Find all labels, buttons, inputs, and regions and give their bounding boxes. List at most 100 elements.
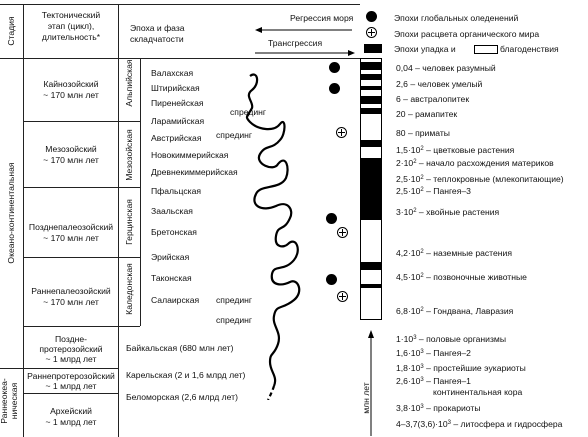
cycle-duration: ~ 1 млрд лет bbox=[45, 381, 97, 391]
decline-band bbox=[360, 86, 382, 90]
legend-flourish: Эпохи расцвета органического мира bbox=[394, 29, 540, 39]
group-column-border bbox=[140, 58, 141, 326]
event-exponent: 3 bbox=[420, 349, 424, 355]
phase-label: Пиренейская bbox=[151, 98, 204, 108]
stage-header: Стадия bbox=[6, 16, 16, 46]
event-row: 1,6·103 – Пангея–2 bbox=[396, 348, 471, 358]
decline-band bbox=[360, 96, 382, 104]
tectonic-header-line2: этап (цикл), bbox=[47, 21, 95, 31]
event-exponent: 3 bbox=[420, 377, 424, 383]
event-text: континентальная кора bbox=[433, 387, 523, 397]
cycle-duration: ~ 170 млн лет bbox=[43, 233, 99, 243]
cycle-name: Архейский bbox=[50, 406, 92, 416]
decline-band bbox=[360, 74, 382, 80]
stage-column-border bbox=[23, 4, 24, 437]
decline-legend-icon bbox=[364, 44, 382, 53]
event-row: 4,2·102 – наземные растения bbox=[396, 248, 512, 258]
event-row: 2,6·103 – Пангея–1 bbox=[396, 376, 471, 386]
phase-label: Бретонская bbox=[151, 227, 197, 237]
event-text: – литосфера и гидросфера bbox=[450, 419, 563, 429]
glaciation-marker-icon bbox=[329, 83, 340, 94]
event-value: 6 bbox=[396, 94, 401, 104]
event-row: 2,5·102 – теплокровные (млекопитающие) bbox=[396, 174, 564, 184]
phase-label: Ларамийская bbox=[151, 116, 205, 126]
epoch-header-line2: складчатости bbox=[130, 34, 184, 44]
event-text: – наземные растения bbox=[423, 248, 512, 258]
stage-early-oceanic-line1: Раннеокеа- bbox=[0, 378, 9, 424]
event-text: – человек разумный bbox=[412, 63, 496, 73]
cycle-name-line2: протерозойский bbox=[39, 344, 103, 354]
spreading-label: спрединг bbox=[230, 107, 267, 117]
top-border bbox=[0, 4, 360, 5]
event-row: 3,8·103 – прокариоты bbox=[396, 403, 481, 413]
event-value: 80 bbox=[396, 128, 406, 138]
phase-label: Салаирская bbox=[151, 295, 200, 305]
event-exponent: 2 bbox=[420, 273, 424, 279]
cycle-name: Кайнозойский bbox=[43, 79, 99, 89]
event-value: 4,5·102 bbox=[396, 272, 424, 282]
event-text: – начало расхождения материков bbox=[416, 158, 554, 168]
event-exponent: 2 bbox=[420, 175, 424, 181]
event-value: 1,8·103 bbox=[396, 363, 424, 373]
phase-label: Пфальцская bbox=[151, 186, 202, 196]
epoch-group-alpine: Альпийская bbox=[124, 59, 134, 107]
event-value: 1·103 bbox=[396, 334, 417, 344]
phase-label: Новокиммерийская bbox=[151, 150, 229, 160]
event-value: 2,6 bbox=[396, 79, 408, 89]
glaciation-marker-icon bbox=[326, 213, 337, 224]
phase-label: Заальская bbox=[151, 206, 193, 216]
event-text: – прокариоты bbox=[423, 403, 481, 413]
spreading-label: спрединг bbox=[216, 295, 253, 305]
event-text: – человек умелый bbox=[407, 79, 483, 89]
cycle-name: Раннепалеозойский bbox=[31, 286, 111, 296]
phase-label: Байкальская (680 млн лет) bbox=[126, 343, 234, 353]
flourish-legend-icon bbox=[366, 27, 377, 38]
event-row: 80 – приматы bbox=[396, 128, 450, 138]
cycle-separator bbox=[23, 257, 140, 258]
cycle-duration: ~ 1 млрд лет bbox=[45, 354, 97, 364]
stage-separator bbox=[0, 368, 23, 369]
event-row: континентальная кора bbox=[433, 387, 522, 397]
flourish-marker-icon bbox=[337, 227, 348, 238]
phase-label: Карельская (2 и 1,6 млрд лет) bbox=[126, 370, 246, 380]
event-text: – Пангея–2 bbox=[423, 348, 471, 358]
phase-label: Штирийская bbox=[151, 83, 200, 93]
event-exponent: 2 bbox=[413, 208, 417, 214]
decline-band bbox=[360, 262, 382, 270]
tectonic-header-line3: длительность* bbox=[41, 32, 101, 42]
spreading-label: спрединг bbox=[216, 315, 253, 325]
event-value: 6,8·102 bbox=[396, 306, 424, 316]
event-row: 1·103 – половые организмы bbox=[396, 334, 506, 344]
time-axis-arrow-icon bbox=[368, 330, 374, 436]
event-row: 6 – австралопитек bbox=[396, 94, 469, 104]
event-text: – позвоночные животные bbox=[423, 272, 527, 282]
event-row: 4,5·102 – позвоночные животные bbox=[396, 272, 527, 282]
event-text: – хвойные растения bbox=[416, 207, 500, 217]
event-value: 2·102 bbox=[396, 158, 417, 168]
event-text: – приматы bbox=[405, 128, 450, 138]
event-text: – половые организмы bbox=[416, 334, 507, 344]
stage-early-oceanic-line2: ническая bbox=[9, 382, 19, 420]
event-value: 20 bbox=[396, 109, 406, 119]
cycle-name: Мезозойский bbox=[45, 144, 97, 154]
cycle-name-line1: Поздне- bbox=[54, 334, 87, 344]
cycle-duration: ~ 1 млрд лет bbox=[45, 417, 97, 427]
event-row: 1,5·102 – цветковые растения bbox=[396, 145, 514, 155]
event-exponent: 2 bbox=[420, 146, 424, 152]
epoch-group-caledonian: Каледонская bbox=[124, 263, 134, 315]
event-row: 2,6 – человек умелый bbox=[396, 79, 482, 89]
event-text: – цветковые растения bbox=[423, 145, 515, 155]
spreading-label: спрединг bbox=[216, 130, 253, 140]
event-value: 3,8·103 bbox=[396, 403, 424, 413]
cycle-separator bbox=[23, 121, 140, 122]
time-axis-label: млн лет bbox=[361, 382, 371, 414]
event-row: 6,8·102 – Гондвана, Лавразия bbox=[396, 306, 513, 316]
event-text: – теплокровные (млекопитающие) bbox=[423, 174, 564, 184]
event-row: 2·102 – начало расхождения материков bbox=[396, 158, 554, 168]
event-exponent: 2 bbox=[413, 159, 417, 165]
cycle-separator bbox=[23, 368, 118, 369]
event-value: 2,5·102 bbox=[396, 186, 424, 196]
cycle-separator bbox=[23, 393, 118, 394]
header-separator bbox=[0, 58, 360, 59]
cycle-separator bbox=[23, 326, 140, 327]
